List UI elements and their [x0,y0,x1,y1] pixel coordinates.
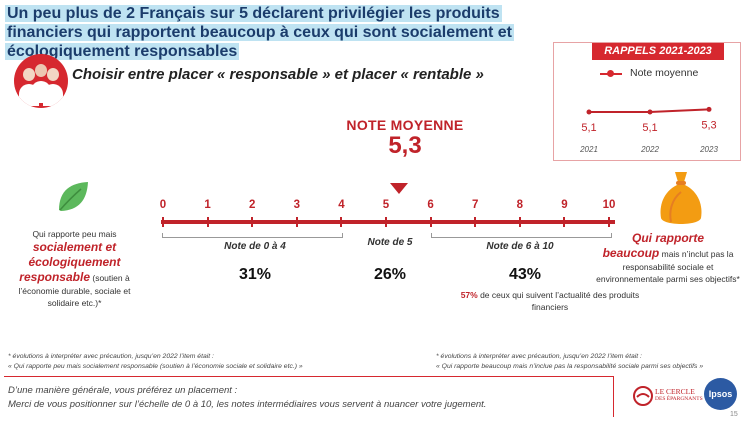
page-number: 15 [730,411,738,418]
rappels-point [706,106,712,112]
scale-axis [161,220,615,224]
right-pole-text: Qui rapporte beaucoup mais n’inclut pas … [593,231,743,285]
group-label-0-4: Note de 0 à 4 [224,241,286,252]
people-icon [14,54,68,108]
scale-tick [474,217,477,227]
scale-tick [162,217,164,227]
rappels-point [647,109,653,115]
rappels-year-label: 2021 [579,145,598,154]
question-box [4,376,614,417]
cercle-logo-line1: LE CERCLE [655,387,695,396]
scale-tick-label: 7 [471,199,479,211]
rappels-value-label: 5,1 [642,122,657,134]
scale-tick [295,217,298,227]
scale-tick-label: 0 [159,199,167,211]
scale-tick-label: 3 [293,199,300,211]
section-subtitle: Choisir entre placer « responsable » et … [72,66,484,83]
legend-label: Note moyenne [630,67,699,79]
scale-tick [385,217,387,227]
group-bracket-0-4 [162,233,343,238]
group-percent-5: 26% [373,266,407,283]
right-pole-detail: mais n’inclut pas la responsabilité soci… [596,249,740,284]
scale-tick-label: 6 [427,199,434,211]
money-bag-icon [660,172,702,224]
leaf-icon [59,182,88,211]
left-pole-emphasis: socialement et écologiquement responsabl… [19,240,121,284]
cercle-logo-line2: DES ÉPARGNANTS [655,396,703,402]
scale-tick [429,217,432,227]
right-pole-emphasis-2: beaucoup [602,246,660,260]
mean-score-label: NOTE MOYENNE [346,117,464,133]
legend-dot-marker [607,70,614,77]
scale-tick [518,217,521,227]
scale-tick [340,217,343,227]
rappels-box [553,42,741,161]
scale-tick-label: 2 [248,199,256,211]
page-title-text: Un peu plus de 2 Français sur 5 déclaren… [5,5,514,60]
rappels-title: RAPPELS 2021-2023 [592,43,724,60]
group-subnote: 57% de ceux qui suivent l’actualité des … [450,289,650,313]
group-label-6-10: Note de 6 à 10 [486,241,554,252]
scale-tick [251,217,254,227]
right-pole-emphasis-1: Qui rapporte [631,231,704,245]
scale-tick-label: 9 [561,199,568,211]
rappels-line-chart: 5,1 2021 5,1 2022 5,3 2023 [579,106,718,154]
scale-tick [563,217,566,227]
rappels-point [586,109,592,115]
group-percent-6-10: 43% [508,266,542,283]
rappels-value-label: 5,3 [701,119,716,131]
scale-tick-label: 10 [602,199,616,211]
subnote-text: de ceux qui suivent l’actualité des prod… [477,290,640,312]
left-pole-detail: (soutien à l’économie durable, sociale e… [18,273,131,308]
group-label-5: Note de 5 [367,237,413,248]
scale-tick [206,217,209,227]
scale-tick-label: 8 [516,199,523,211]
group-bracket-6-10 [431,233,612,238]
footnote-right-line1: * évolutions à interpréter avec précauti… [436,353,642,360]
scale-tick-label: 5 [382,199,390,211]
footnote-right: * évolutions à interpréter avec précauti… [436,352,746,372]
footnote-left-line2: « Qui rapporte peu mais socialement resp… [8,363,303,370]
scale-tick-label: 4 [338,199,345,211]
left-pole-text: Qui rapporte peu mais socialement et éco… [12,228,137,309]
footnote-left: * évolutions à interpréter avec précauti… [8,352,428,372]
question-line2: Merci de vous positionner sur l’échelle … [8,399,487,410]
subnote-highlight: 57% [460,290,478,300]
mean-score-value: 5,3 [388,132,422,159]
mean-score-marker [390,183,409,194]
footnote-right-line2: « Qui rapporte beaucoup mais n’inclue pa… [436,363,704,370]
left-pole-line1: Qui rapporte peu mais [32,229,117,239]
rappels-year-label: 2023 [699,145,718,154]
question-line1: D’une manière générale, vous préférez un… [8,385,238,396]
footnote-left-line1: * évolutions à interpréter avec précauti… [8,353,214,360]
scale-tick [608,217,610,227]
page-title: Un peu plus de 2 Français sur 5 déclaren… [5,4,545,61]
rappels-year-label: 2022 [640,145,659,154]
rappels-value-label: 5,1 [581,122,596,134]
scale-tick-label: 1 [204,199,211,211]
group-percent-0-4: 31% [238,266,272,283]
cercle-epargnants-logo: LE CERCLE DES ÉPARGNANTS [633,381,703,411]
ipsos-logo: Ipsos [704,378,737,410]
